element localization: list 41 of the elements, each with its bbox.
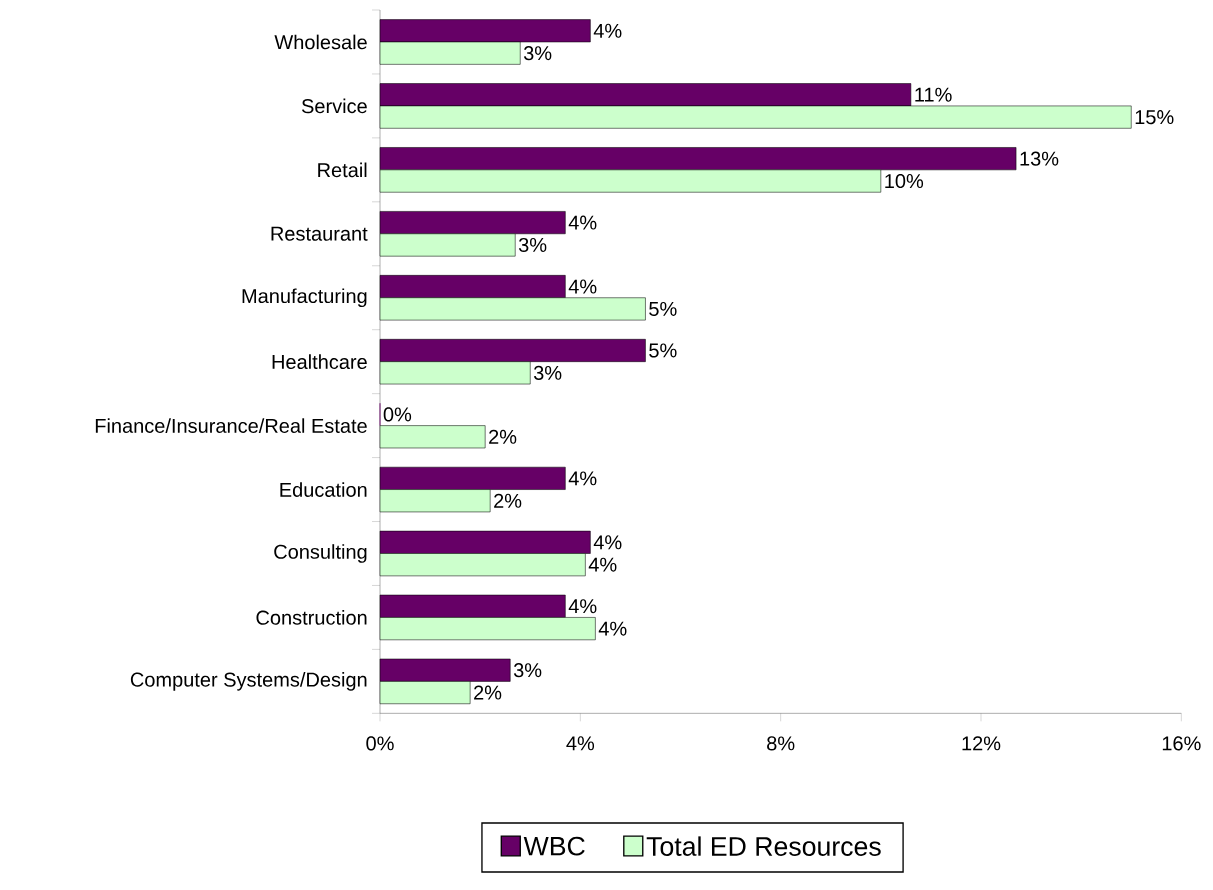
data-label: 3% [518,237,547,253]
y-tick-label: Service [301,98,367,114]
data-label: 2% [489,429,517,444]
data-label: 13% [1020,151,1059,166]
data-label: 4% [568,279,597,294]
x-tick-label: 8% [767,736,795,751]
legend-label: WBC [523,836,585,856]
data-label: 4% [568,215,597,230]
y-tick-label: Computer Systems/Design [130,672,367,691]
data-label: 5% [649,301,677,316]
data-label: 10% [885,173,924,189]
data-label: 4% [593,535,622,550]
bar [379,425,486,449]
x-tick-label: 0% [366,736,394,751]
y-tick-label: Restaurant [271,226,368,241]
y-tick-label: Wholesale [274,34,367,50]
x-tick-label: 12% [962,736,1001,751]
data-label: 4% [588,557,617,572]
data-label: 4% [568,471,597,486]
data-label: 15% [1135,110,1174,125]
x-tick-label: 4% [566,736,595,751]
y-tick-label: Retail [318,162,367,178]
y-tick-label: Finance/Insurance/Real Estate [95,418,367,433]
x-tick-label: 16% [1162,736,1201,751]
data-label: 3% [533,365,562,380]
data-label: 4% [593,23,622,38]
y-tick-label: Education [280,482,367,497]
y-tick-label: Consulting [274,544,367,563]
y-tick-label: Construction [256,610,367,625]
data-label: 3% [513,663,542,678]
data-label: 11% [915,87,952,102]
data-label: 4% [568,599,597,614]
data-label: 5% [649,343,677,358]
y-tick-label: Healthcare [272,354,367,370]
legend-label: Total ED Resources [646,836,881,856]
data-label: 4% [598,621,627,636]
data-label: 0% [383,407,412,422]
data-label: 2% [474,685,502,700]
data-label: 3% [523,46,552,61]
y-tick-label: Manufacturing [242,288,367,308]
data-label: 2% [494,493,522,508]
